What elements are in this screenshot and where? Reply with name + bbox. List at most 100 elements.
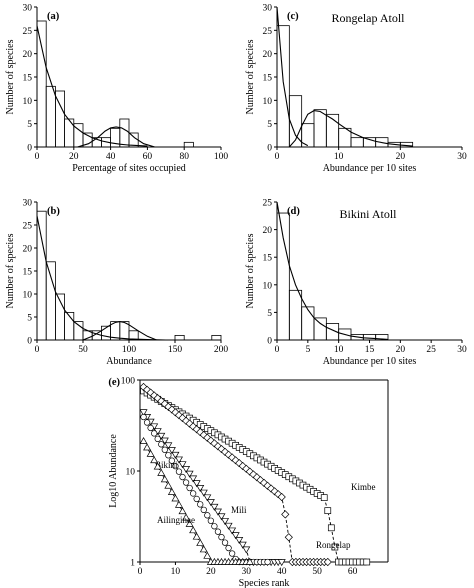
y-tick-label-b: 25: [23, 222, 33, 232]
marker-rongelap: [266, 484, 276, 493]
histogram-bar-b: [45, 261, 56, 341]
series-label-kimbe: Kimbe: [351, 482, 376, 492]
x-tick-label-e: 50: [312, 567, 322, 577]
fit-curve-normal-a: [77, 126, 155, 148]
marker-mili: [231, 532, 240, 540]
marker-kimbe: [324, 507, 332, 515]
y-tick-label-c: 30: [263, 4, 273, 14]
marker-rongelap: [160, 399, 169, 409]
marker-ailinginae: [189, 526, 198, 534]
marker-rongelap: [199, 430, 208, 440]
y-axis-label-e: Log10 Abundance: [108, 434, 119, 508]
marker-mili: [174, 456, 183, 464]
marker-rongelap: [228, 453, 237, 462]
marker-ailinginae: [192, 532, 201, 540]
x-axis-label-d: Abundance per 10 sites: [323, 356, 417, 367]
panel-label-e: (e): [108, 377, 120, 388]
marker-mili: [221, 518, 230, 526]
marker-mili: [213, 508, 222, 516]
y-tick-label-b: 10: [23, 291, 33, 301]
histogram-bar-b: [36, 210, 47, 341]
x-tick-label-e: 60: [348, 567, 358, 577]
y-tick-label-d: 10: [263, 281, 273, 291]
y-axis-label-c: Number of species: [245, 39, 256, 114]
marker-mili: [157, 432, 166, 440]
marker-ailinginae: [139, 437, 148, 445]
histogram-bar-a: [45, 85, 56, 148]
marker-mili: [277, 559, 286, 567]
histogram-bar-d: [288, 289, 303, 341]
histogram-bar-d: [313, 317, 327, 341]
x-tick-label-b: 0: [35, 345, 40, 355]
x-tick-label-a: 60: [143, 152, 153, 162]
x-tick-label-e: 0: [138, 567, 143, 577]
x-tick-label-a: 40: [106, 152, 116, 162]
marker-kimbe: [363, 558, 371, 566]
x-axis-label-e: Species rank: [239, 578, 290, 588]
x-tick-label-b: 50: [78, 345, 88, 355]
marker-mili: [210, 503, 219, 511]
marker-rongelap: [220, 447, 230, 456]
marker-ailinginae: [182, 513, 191, 521]
marker-rongelap: [146, 388, 155, 397]
histogram-bar-b: [211, 334, 222, 341]
x-tick-label-e: 10: [171, 567, 181, 577]
marker-bikini: [204, 512, 211, 519]
panel-label-a: (a): [47, 11, 60, 22]
marker-bikini: [143, 419, 151, 426]
histogram-bar-c: [276, 25, 290, 148]
histogram-bar-b: [73, 321, 84, 341]
y-tick-label-c: 0: [267, 144, 272, 154]
x-axis-label-b: Abundance: [106, 356, 152, 367]
marker-ailinginae: [160, 475, 169, 483]
y-tick-label-c: 20: [263, 50, 273, 60]
marker-bikini: [207, 517, 215, 524]
marker-rongelap: [171, 408, 180, 417]
marker-mili: [206, 499, 215, 507]
y-tick-label-d: 0: [267, 337, 272, 347]
marker-ailinginae: [199, 545, 208, 553]
marker-mili: [235, 537, 244, 544]
marker-ailinginae: [185, 519, 194, 527]
fit-curve-exponential-b: [36, 215, 166, 341]
x-tick-label-d: 10: [334, 345, 344, 355]
y-tick-label-b: 5: [27, 314, 32, 324]
x-tick-label-b: 100: [122, 345, 137, 355]
series-label-rongelap: Rongelap: [316, 540, 351, 550]
marker-bikini: [193, 495, 200, 503]
panel-title-d: Bikini Atoll: [339, 207, 397, 221]
marker-kimbe: [331, 543, 339, 551]
fit-curve-exponential-c: [276, 6, 309, 147]
x-tick-label-b: 150: [168, 345, 183, 355]
marker-bikini: [168, 457, 176, 464]
histogram-bar-b: [174, 334, 185, 341]
histogram-bar-d: [375, 334, 389, 341]
marker-ailinginae: [167, 488, 176, 495]
histogram-bar-d: [276, 212, 290, 341]
x-tick-label-e: 30: [242, 567, 252, 577]
marker-ailinginae: [245, 557, 254, 565]
y-tick-label-c: 25: [263, 27, 273, 37]
marker-rongelap: [153, 394, 162, 403]
marker-mili: [224, 522, 233, 530]
marker-mili: [203, 494, 212, 502]
marker-rongelap: [252, 473, 262, 482]
panel-label-d: (d): [287, 206, 300, 217]
marker-ailinginae: [164, 481, 173, 489]
marker-ailinginae: [171, 494, 180, 502]
y-tick-label-c: 10: [263, 97, 273, 107]
marker-rongelap: [284, 533, 293, 542]
marker-mili: [182, 466, 191, 474]
marker-mili: [217, 513, 226, 521]
marker-bikini: [165, 452, 172, 459]
x-tick-label-a: 80: [179, 152, 189, 162]
marker-rongelap: [235, 459, 244, 468]
marker-ailinginae: [150, 456, 159, 464]
y-tick-label-a: 10: [23, 97, 33, 107]
marker-mili: [185, 470, 194, 478]
marker-rongelap: [281, 510, 290, 519]
x-tick-label-d: 20: [396, 345, 406, 355]
marker-bikini: [172, 463, 179, 470]
x-tick-label-d: 30: [457, 345, 467, 355]
marker-bikini: [228, 550, 236, 557]
